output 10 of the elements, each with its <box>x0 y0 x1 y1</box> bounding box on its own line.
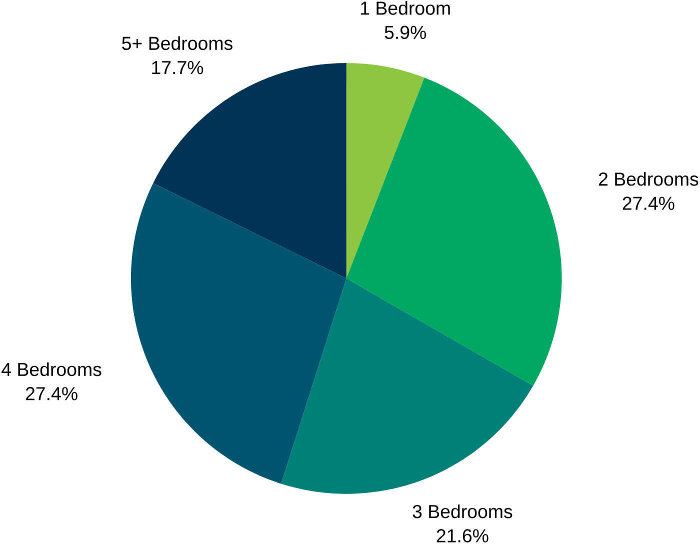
slice-label: 4 Bedrooms <box>2 362 102 376</box>
slice-label: 1 Bedroom <box>361 1 450 16</box>
data-label: 27.4% <box>26 387 78 400</box>
slice-label: 5+ Bedrooms <box>122 36 232 50</box>
slice-label: 2 Bedrooms <box>598 172 698 186</box>
slice-label: 3 Bedrooms <box>412 504 512 518</box>
data-label: 5.9% <box>384 26 426 40</box>
data-label: 27.4% <box>622 196 674 210</box>
data-label: 17.7% <box>152 61 204 74</box>
data-label: 21.6% <box>436 529 488 543</box>
